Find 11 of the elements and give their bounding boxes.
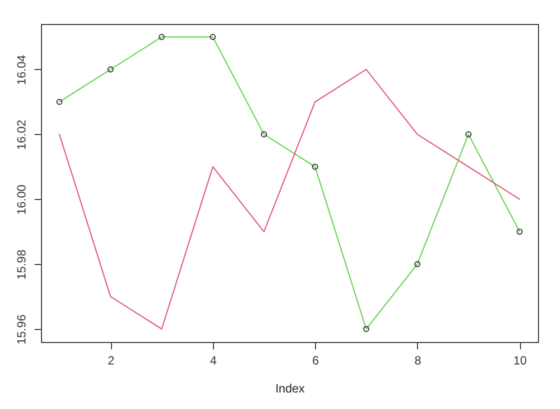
y-tick-label: 16.00	[14, 184, 28, 215]
x-tick-label: 6	[312, 354, 320, 368]
x-tick-label: 8	[414, 354, 422, 368]
x-axis-title: Index	[275, 382, 305, 396]
x-tick-label: 2	[108, 354, 115, 368]
y-tick-label: 16.04	[14, 54, 28, 85]
y-tick-label: 15.96	[14, 314, 28, 345]
x-tick-label: 10	[513, 354, 528, 368]
y-tick-label: 15.98	[14, 249, 28, 280]
x-tick-label: 4	[210, 354, 217, 368]
y-tick-label: 16.02	[14, 119, 28, 150]
